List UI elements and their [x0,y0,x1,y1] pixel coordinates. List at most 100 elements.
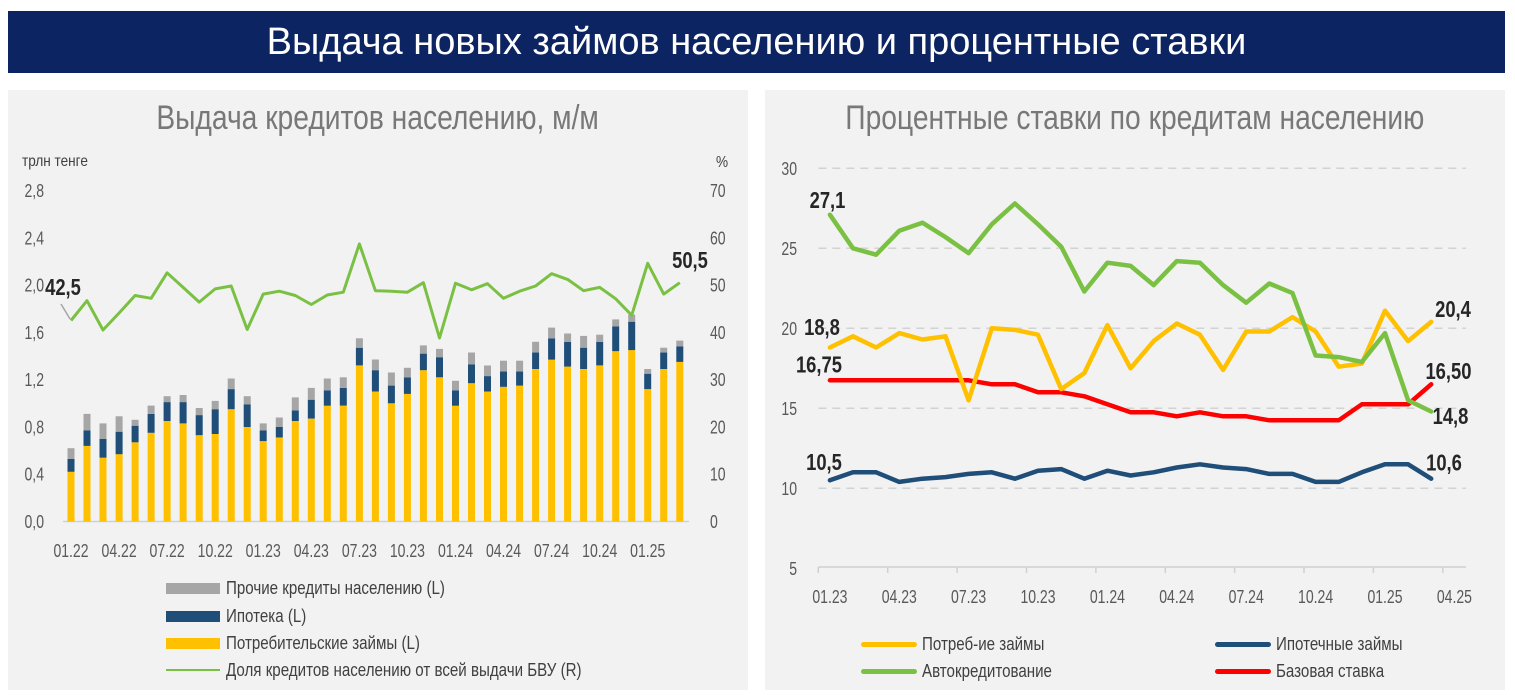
bar-segment-mortgage [115,431,123,455]
bar-stack [227,378,235,522]
page-header: Выдача новых займов населению и процентн… [8,11,1505,73]
bar-segment-consumer [67,471,75,522]
bar-segment-mortgage [580,347,588,369]
legend-swatch-consumer [861,641,917,647]
bar-segment-mortgage [419,353,427,371]
bar-segment-other [243,396,251,405]
bar-segment-mortgage [484,376,491,392]
y-axis-tick-label: 5 [789,559,797,579]
bar-stack [243,396,251,522]
bar-segment-mortgage [500,371,507,387]
y-axis-tick-label: 2,4 [25,228,45,248]
x-axis-tick-label: 01.25 [1367,587,1402,607]
x-axis-tick-label: 07.22 [150,541,185,561]
bar-segment-consumer [387,403,395,522]
y2-axis-tick-label: 50 [710,276,726,296]
legend-swatch-mortgage [1215,641,1271,647]
annotation-leader-line [60,303,71,320]
bar-segment-consumer [211,434,219,522]
bar-segment-mortgage [564,341,572,367]
bar-stack [307,387,315,522]
line-share [69,242,681,340]
bar-segment-mortgage [339,387,347,406]
data-label: 20,4 [1435,296,1471,322]
bar-segment-consumer [195,435,203,522]
bar-segment-mortgage [516,371,524,386]
data-label: 16,50 [1425,358,1471,384]
bar-segment-mortgage [83,430,91,446]
line-mortgage [827,462,1434,485]
bar-segment-consumer [660,369,668,522]
bar-stack [644,369,652,522]
bar-segment-other [355,338,363,348]
legend-label: Прочие кредиты населению (L) [226,577,445,598]
bar-segment-consumer [259,441,267,522]
y2-axis-tick-label: 20 [710,417,726,437]
bar-stack [387,372,395,522]
bar-segment-consumer [371,391,379,522]
bar-segment-consumer [484,391,491,522]
x-axis-tick-label: 07.23 [951,587,986,607]
bar-stack [580,335,588,522]
bar-segment-other [115,416,123,432]
bar-segment-consumer [147,432,155,522]
bar-stack [179,395,187,522]
interest-rates-chart: 5 10 15 20 25 30 01.23 04.23 07.23 10.23 01.24 04.2… [781,159,1472,607]
y-axis-tick-label: 25 [781,239,797,259]
bar-stack [323,378,331,522]
legend-swatch-base-rate [1215,668,1271,674]
bar-stack [131,419,139,522]
x-axis-tick-label: 04.23 [882,587,917,607]
x-axis-tick-label: 10.23 [390,541,425,561]
bar-segment-other [628,314,636,322]
x-axis-tick-label: 10.24 [582,541,617,561]
legend-swatch-other [166,582,220,594]
bar-segment-other [195,408,203,416]
page-title: Выдача новых займов населению и процентн… [266,20,1247,63]
legend-item-consumer: Потребительские займы (L) [166,633,457,653]
bar-segment-mortgage [195,415,203,436]
bar-segment-consumer [83,445,91,522]
bar-segment-consumer [403,393,411,522]
chart-title: Процентные ставки по кредитам населению [845,99,1425,137]
x-axis-tick-label: 01.25 [630,541,665,561]
bar-segment-other [99,423,107,439]
legend-item-share: Доля кредитов населению от всей выдачи Б… [166,660,649,680]
bar-segment-other [660,347,668,353]
bar-segment-other [387,372,395,386]
bar-segment-other [259,423,267,431]
legend-item-mortgage: Ипотека (L) [166,606,322,626]
x-axis-tick-label: 04.24 [1159,587,1194,607]
y-axis-tick-label: 20 [781,319,797,339]
bar-segment-mortgage [403,377,411,394]
legend-item-mortgage: Ипотечные займы [1215,634,1427,654]
y-axis-tick-label: 2,8 [25,181,45,201]
bar-segment-consumer [612,351,620,522]
bar-stack [195,408,203,522]
bar-segment-consumer [548,359,556,522]
bar-segment-mortgage [211,409,219,434]
bar-stack [436,348,443,522]
y-axis-tick-label: 0,8 [25,417,45,437]
bar-segment-other [644,369,652,374]
bar-segment-other [67,448,75,459]
bar-stack [500,360,507,522]
x-axis-tick-label: 04.22 [102,541,137,561]
bar-segment-mortgage [452,390,459,406]
bar-segment-mortgage [387,385,395,404]
data-label: 42,5 [45,274,81,300]
bar-stack [403,367,411,522]
bar-segment-mortgage [307,399,315,419]
bar-stack [163,396,171,522]
legend-swatch-auto [861,668,917,674]
bar-segment-other [403,367,411,378]
legend-swatch-mortgage [166,610,220,622]
bar-segment-consumer [468,383,475,522]
x-axis-tick-label: 07.24 [1229,587,1264,607]
bar-stack [99,423,107,522]
bar-segment-other [452,380,459,391]
bar-segment-consumer [227,409,235,522]
bar-segment-mortgage [259,430,267,442]
bar-segment-other [147,405,155,414]
bar-stack [532,341,540,522]
